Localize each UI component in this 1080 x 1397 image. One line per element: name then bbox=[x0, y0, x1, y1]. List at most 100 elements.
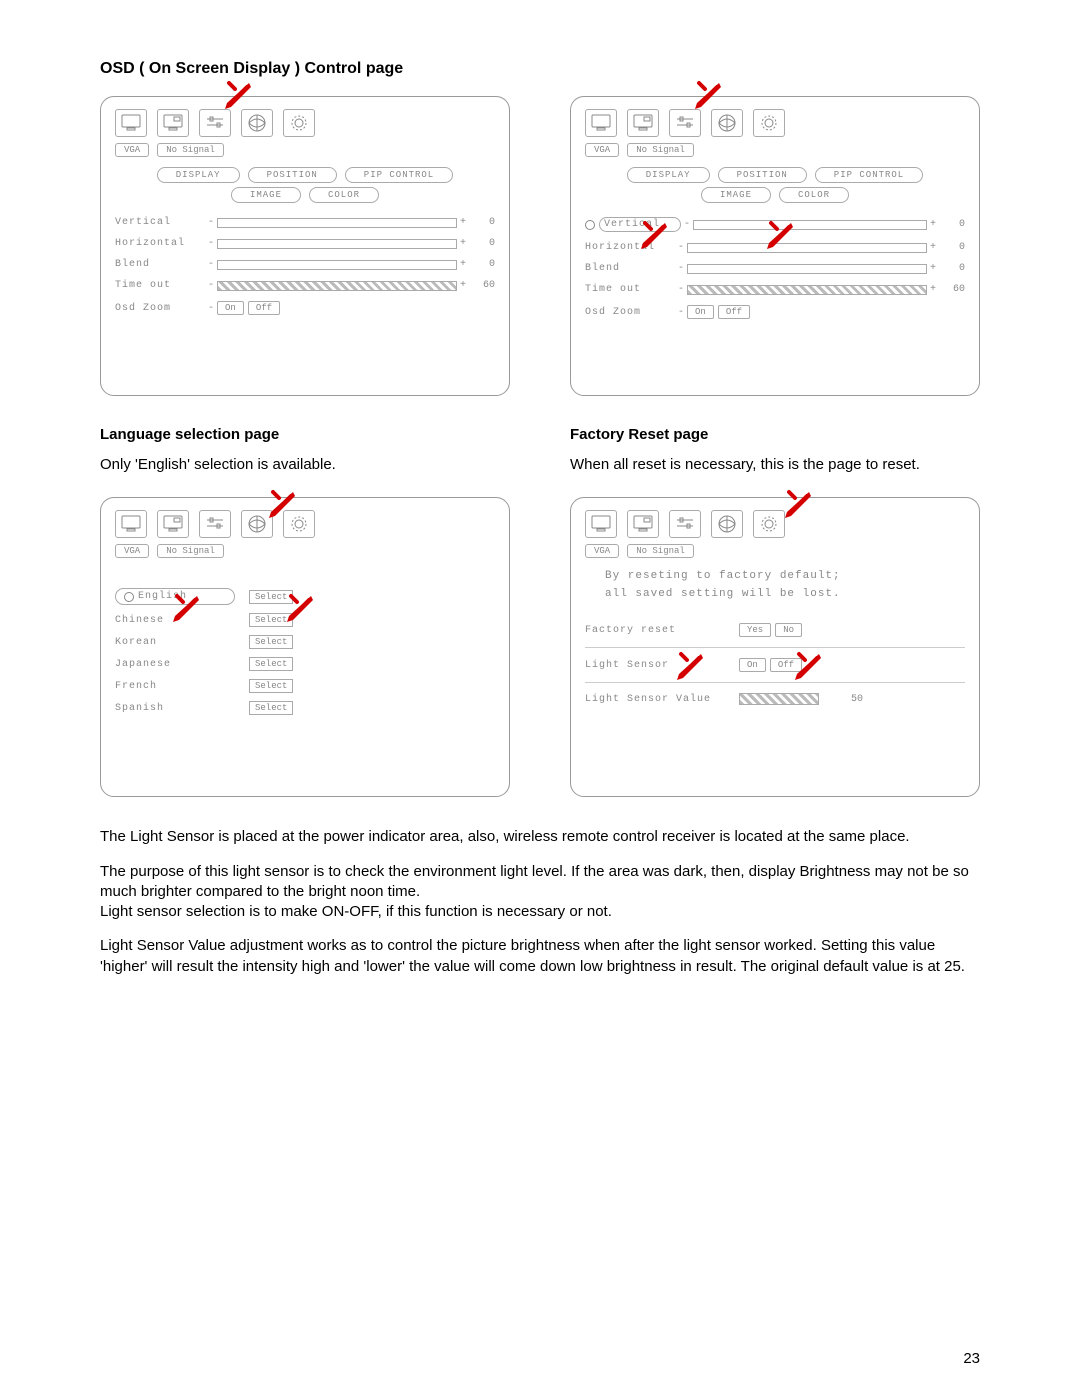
language-row[interactable]: SpanishSelect bbox=[115, 701, 495, 715]
value: 0 bbox=[469, 259, 495, 270]
tab-display[interactable]: DISPLAY bbox=[157, 167, 240, 183]
tab-color[interactable]: COLOR bbox=[309, 187, 379, 203]
row-osdzoom[interactable]: Osd Zoom - On Off bbox=[115, 301, 495, 315]
select-button[interactable]: Select bbox=[249, 635, 293, 649]
reset-message: By reseting to factory default; all save… bbox=[605, 568, 965, 603]
globe-icon[interactable] bbox=[241, 510, 273, 538]
globe-icon bbox=[711, 510, 743, 538]
select-button[interactable]: Select bbox=[249, 657, 293, 671]
tab-position[interactable]: POSITION bbox=[248, 167, 337, 183]
minus-icon[interactable]: - bbox=[675, 284, 687, 295]
slider-bar[interactable] bbox=[687, 264, 927, 274]
row-timeout[interactable]: Time out - + 60 bbox=[585, 284, 965, 295]
minus-icon[interactable]: - bbox=[205, 280, 217, 291]
no-button[interactable]: No bbox=[775, 623, 802, 637]
plus-icon[interactable]: + bbox=[927, 284, 939, 295]
status-signal: No Signal bbox=[627, 544, 694, 558]
minus-icon[interactable]: - bbox=[205, 238, 217, 249]
language-heading: Language selection page bbox=[100, 426, 510, 443]
status-vga: VGA bbox=[585, 143, 619, 157]
factory-caption: When all reset is necessary, this is the… bbox=[570, 455, 980, 475]
value: 0 bbox=[939, 242, 965, 253]
slider-bar[interactable] bbox=[217, 260, 457, 270]
language-row[interactable]: ChineseSelect bbox=[115, 613, 495, 627]
language-row[interactable]: KoreanSelect bbox=[115, 635, 495, 649]
minus-icon[interactable]: - bbox=[675, 263, 687, 274]
minus-icon[interactable]: - bbox=[675, 307, 687, 318]
value: 60 bbox=[469, 280, 495, 291]
plus-icon[interactable]: + bbox=[927, 263, 939, 274]
status-signal: No Signal bbox=[157, 143, 224, 157]
off-button[interactable]: Off bbox=[770, 658, 802, 672]
gear-icon[interactable] bbox=[753, 510, 785, 538]
slider-bar[interactable] bbox=[217, 239, 457, 249]
plus-icon[interactable]: + bbox=[457, 259, 469, 270]
tab-color[interactable]: COLOR bbox=[779, 187, 849, 203]
select-button[interactable]: Select bbox=[249, 679, 293, 693]
language-name: Japanese bbox=[115, 659, 235, 670]
minus-icon[interactable]: - bbox=[205, 217, 217, 228]
row-horizontal[interactable]: Horizontal - + 0 bbox=[115, 238, 495, 249]
paragraph-2: The purpose of this light sensor is to c… bbox=[100, 862, 980, 903]
tab-position[interactable]: POSITION bbox=[718, 167, 807, 183]
label-vertical: Vertical bbox=[599, 217, 681, 232]
language-row[interactable]: FrenchSelect bbox=[115, 679, 495, 693]
off-button[interactable]: Off bbox=[248, 301, 280, 315]
plus-icon[interactable]: + bbox=[457, 217, 469, 228]
language-row[interactable]: Japanese Select bbox=[115, 657, 495, 671]
tab-image[interactable]: IMAGE bbox=[701, 187, 771, 203]
select-button[interactable]: Select bbox=[249, 613, 293, 627]
monitor-icon bbox=[115, 510, 147, 538]
minus-icon[interactable]: - bbox=[681, 219, 693, 230]
on-button[interactable]: On bbox=[687, 305, 714, 319]
on-button[interactable]: On bbox=[217, 301, 244, 315]
row-blend[interactable]: Blend - + 0 bbox=[115, 259, 495, 270]
slider-bar[interactable] bbox=[217, 281, 457, 291]
osd-panel-right: VGA No Signal DISPLAY POSITION PIP CONTR… bbox=[570, 96, 980, 396]
gear-icon bbox=[283, 510, 315, 538]
select-button[interactable]: Select bbox=[249, 590, 293, 604]
radio-icon[interactable] bbox=[585, 220, 595, 230]
adjust-icon bbox=[199, 510, 231, 538]
tab-pipcontrol[interactable]: PIP CONTROL bbox=[345, 167, 453, 183]
row-vertical[interactable]: Vertical - + 0 bbox=[115, 217, 495, 228]
slider-bar[interactable] bbox=[687, 285, 927, 295]
minus-icon[interactable]: - bbox=[205, 303, 217, 314]
language-caption: Only 'English' selection is available. bbox=[100, 455, 510, 475]
slider-bar[interactable] bbox=[687, 243, 927, 253]
row-osdzoom[interactable]: Osd Zoom - On Off bbox=[585, 305, 965, 319]
row-blend[interactable]: Blend - + 0 bbox=[585, 263, 965, 274]
value: 0 bbox=[939, 263, 965, 274]
off-button[interactable]: Off bbox=[718, 305, 750, 319]
light-value-bar[interactable] bbox=[739, 693, 819, 705]
plus-icon[interactable]: + bbox=[457, 280, 469, 291]
tab-pipcontrol[interactable]: PIP CONTROL bbox=[815, 167, 923, 183]
label-horizontal: Horizontal bbox=[585, 242, 675, 253]
plus-icon[interactable]: + bbox=[927, 242, 939, 253]
tab-image[interactable]: IMAGE bbox=[231, 187, 301, 203]
adjust-icon[interactable] bbox=[669, 109, 701, 137]
row-horizontal[interactable]: Horizontal - + 0 bbox=[585, 242, 965, 253]
on-button[interactable]: On bbox=[739, 658, 766, 672]
row-vertical[interactable]: Vertical - + 0 bbox=[585, 217, 965, 232]
tab-display[interactable]: DISPLAY bbox=[627, 167, 710, 183]
plus-icon[interactable]: + bbox=[927, 219, 939, 230]
yes-button[interactable]: Yes bbox=[739, 623, 771, 637]
factory-panel: VGA No Signal By reseting to factory def… bbox=[570, 497, 980, 797]
select-button[interactable]: Select bbox=[249, 701, 293, 715]
label-timeout: Time out bbox=[585, 284, 675, 295]
slider-bar[interactable] bbox=[693, 220, 927, 230]
paragraph-1: The Light Sensor is placed at the power … bbox=[100, 827, 980, 847]
language-row[interactable]: EnglishSelect bbox=[115, 588, 495, 605]
globe-icon bbox=[241, 109, 273, 137]
adjust-icon[interactable] bbox=[199, 109, 231, 137]
minus-icon[interactable]: - bbox=[205, 259, 217, 270]
slider-bar[interactable] bbox=[217, 218, 457, 228]
row-factory-reset: Factory reset Yes No bbox=[585, 623, 965, 637]
label-light-value: Light Sensor Value bbox=[585, 694, 725, 705]
plus-icon[interactable]: + bbox=[457, 238, 469, 249]
minus-icon[interactable]: - bbox=[675, 242, 687, 253]
row-timeout[interactable]: Time out - + 60 bbox=[115, 280, 495, 291]
row-light-sensor: Light Sensor On Off bbox=[585, 658, 965, 672]
gear-icon bbox=[283, 109, 315, 137]
